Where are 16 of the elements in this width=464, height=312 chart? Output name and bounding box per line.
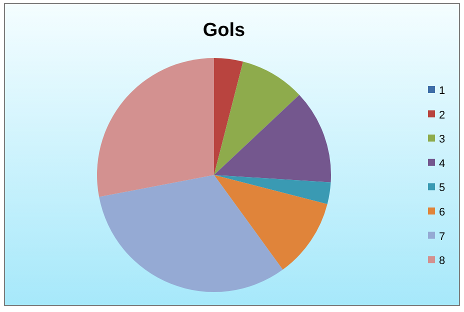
legend-label: 8 (439, 255, 446, 268)
chart-title: Gols (202, 20, 246, 41)
legend-label: 3 (439, 134, 446, 146)
pie-slice (214, 62, 300, 175)
legend-label: 6 (439, 206, 446, 218)
legend-label: 7 (439, 230, 446, 243)
pie-slice (214, 94, 331, 182)
legend-label: 5 (439, 182, 446, 194)
pie-slice (214, 175, 331, 204)
pie-slice (214, 175, 328, 270)
legend-label: 4 (439, 158, 446, 170)
pie-slice (214, 58, 244, 175)
legend-label: 1 (439, 85, 446, 97)
pie-slice (99, 175, 283, 292)
pie-slice (97, 58, 214, 197)
legend-label: 2 (439, 109, 446, 122)
